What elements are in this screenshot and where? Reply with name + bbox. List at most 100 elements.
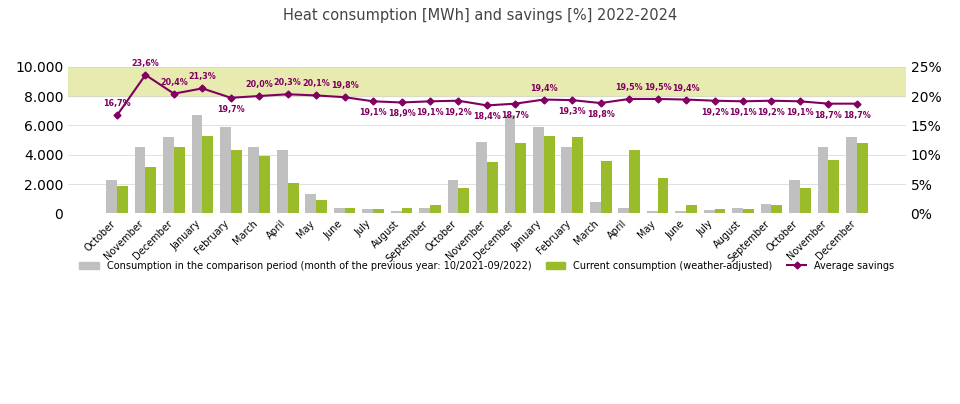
Average savings — [140, 72, 152, 77]
Bar — [760, 204, 772, 213]
Bar — [476, 141, 487, 213]
Text: 18,7%: 18,7% — [501, 111, 529, 120]
Average savings — [310, 93, 322, 98]
Bar — [288, 183, 299, 213]
Text: 19,7%: 19,7% — [217, 105, 245, 114]
Average savings — [368, 99, 379, 104]
Bar — [789, 181, 800, 213]
Average savings — [652, 97, 663, 101]
Bar — [220, 127, 230, 213]
Text: 19,4%: 19,4% — [672, 84, 700, 93]
Text: 23,6%: 23,6% — [132, 59, 159, 68]
Text: 19,8%: 19,8% — [331, 81, 358, 90]
Text: Heat consumption [MWh] and savings [%] 2022-2024: Heat consumption [MWh] and savings [%] 2… — [283, 8, 677, 23]
Text: 20,3%: 20,3% — [274, 78, 301, 87]
Average savings — [282, 92, 294, 97]
Bar — [543, 136, 555, 213]
Average savings — [566, 98, 578, 103]
Bar — [68, 67, 905, 96]
Bar — [117, 185, 128, 213]
Text: 18,7%: 18,7% — [814, 111, 842, 120]
Bar — [533, 127, 543, 213]
Bar — [391, 210, 401, 213]
Bar — [818, 147, 828, 213]
Text: 19,3%: 19,3% — [559, 107, 586, 116]
Average savings — [197, 86, 208, 91]
Bar — [459, 188, 469, 213]
Average savings — [737, 99, 749, 104]
Text: 20,4%: 20,4% — [160, 78, 188, 87]
Bar — [134, 147, 146, 213]
Average savings — [852, 101, 863, 106]
Bar — [174, 147, 184, 213]
Text: 19,1%: 19,1% — [417, 108, 444, 117]
Average savings — [225, 95, 236, 100]
Bar — [516, 143, 526, 213]
Bar — [601, 161, 612, 213]
Text: 19,1%: 19,1% — [730, 108, 756, 117]
Text: 19,2%: 19,2% — [757, 107, 785, 117]
Text: 19,1%: 19,1% — [786, 108, 814, 117]
Average savings — [510, 101, 521, 106]
Text: 18,7%: 18,7% — [843, 111, 871, 120]
Bar — [800, 188, 810, 213]
Bar — [589, 202, 601, 213]
Average savings — [766, 98, 778, 103]
Average savings — [481, 103, 492, 108]
Bar — [362, 209, 373, 213]
Text: 21,3%: 21,3% — [188, 72, 216, 82]
Text: 18,9%: 18,9% — [388, 109, 416, 118]
Bar — [420, 208, 430, 213]
Bar — [447, 181, 459, 213]
Average savings — [111, 113, 123, 118]
Text: 18,8%: 18,8% — [587, 110, 614, 119]
Bar — [857, 143, 868, 213]
Bar — [249, 147, 259, 213]
Bar — [675, 210, 686, 213]
Bar — [305, 194, 316, 213]
Bar — [163, 137, 174, 213]
Text: 19,2%: 19,2% — [444, 107, 472, 117]
Legend: Consumption in the comparison period (month of the previous year: 10/2021-09/202: Consumption in the comparison period (mo… — [76, 257, 899, 275]
Average savings — [595, 101, 607, 105]
Bar — [704, 210, 714, 213]
Average savings — [453, 98, 465, 103]
Average savings — [339, 95, 350, 100]
Average savings — [538, 97, 549, 102]
Text: 20,0%: 20,0% — [246, 80, 274, 89]
Bar — [345, 208, 355, 213]
Bar — [714, 209, 726, 213]
Text: 19,4%: 19,4% — [530, 84, 558, 93]
Line: Average savings: Average savings — [114, 72, 859, 118]
Bar — [618, 208, 629, 213]
Text: 19,5%: 19,5% — [644, 83, 671, 92]
Bar — [562, 147, 572, 213]
Text: 20,1%: 20,1% — [302, 80, 330, 88]
Average savings — [708, 98, 720, 103]
Average savings — [396, 100, 407, 105]
Bar — [259, 156, 270, 213]
Bar — [276, 149, 288, 213]
Bar — [647, 210, 658, 213]
Bar — [772, 205, 782, 213]
Average savings — [681, 97, 692, 102]
Text: 19,5%: 19,5% — [615, 83, 643, 92]
Bar — [658, 177, 668, 213]
Bar — [430, 205, 441, 213]
Bar — [686, 205, 697, 213]
Bar — [572, 137, 583, 213]
Bar — [373, 208, 384, 213]
Text: 19,2%: 19,2% — [701, 107, 729, 117]
Average savings — [794, 99, 805, 104]
Text: 19,1%: 19,1% — [359, 108, 387, 117]
Average savings — [424, 99, 436, 104]
Average savings — [253, 94, 265, 99]
Average savings — [168, 91, 180, 96]
Bar — [629, 150, 640, 213]
Bar — [505, 115, 516, 213]
Bar — [192, 115, 203, 213]
Bar — [846, 137, 857, 213]
Bar — [203, 137, 213, 213]
Bar — [732, 208, 743, 213]
Average savings — [623, 97, 635, 101]
